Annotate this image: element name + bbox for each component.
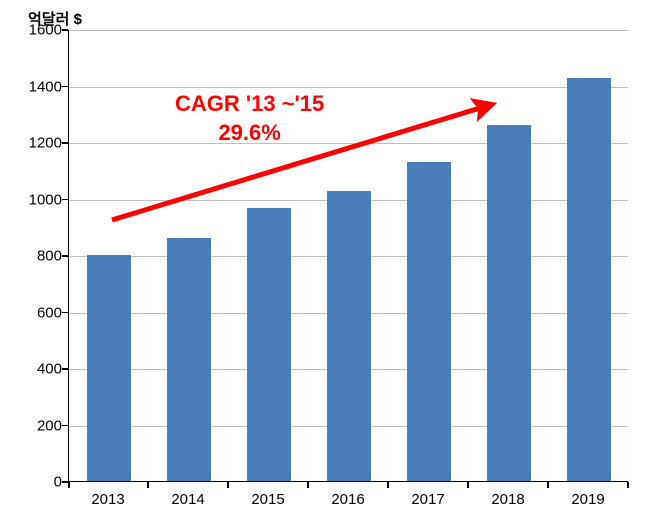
x-tick-mark bbox=[627, 482, 629, 488]
x-tick-mark bbox=[307, 482, 309, 488]
y-tick-label: 1000 bbox=[29, 191, 62, 208]
gridline bbox=[69, 87, 628, 88]
bar bbox=[327, 191, 371, 481]
y-tick-mark bbox=[62, 199, 68, 201]
gridline bbox=[69, 30, 628, 31]
x-tick-mark bbox=[147, 482, 149, 488]
y-tick-label: 1200 bbox=[29, 135, 62, 152]
y-tick-label: 1400 bbox=[29, 78, 62, 95]
y-tick-label: 0 bbox=[54, 474, 62, 491]
x-tick-label: 2018 bbox=[491, 491, 524, 508]
plot-area bbox=[68, 30, 628, 482]
annotation-line2: 29.6% bbox=[175, 119, 324, 148]
x-tick-mark bbox=[68, 482, 70, 488]
y-tick-label: 600 bbox=[37, 304, 62, 321]
x-tick-label: 2017 bbox=[411, 491, 444, 508]
gridline bbox=[69, 143, 628, 144]
y-tick-mark bbox=[62, 86, 68, 88]
bar bbox=[567, 78, 611, 481]
y-tick-label: 200 bbox=[37, 417, 62, 434]
x-tick-label: 2015 bbox=[251, 491, 284, 508]
y-tick-mark bbox=[62, 255, 68, 257]
y-tick-mark bbox=[62, 368, 68, 370]
y-tick-label: 800 bbox=[37, 248, 62, 265]
y-tick-mark bbox=[62, 142, 68, 144]
x-tick-label: 2013 bbox=[91, 491, 124, 508]
bar bbox=[407, 162, 451, 481]
bar bbox=[167, 238, 211, 481]
y-tick-mark bbox=[62, 425, 68, 427]
x-tick-label: 2014 bbox=[171, 491, 204, 508]
y-tick-label: 1600 bbox=[29, 22, 62, 39]
x-tick-label: 2019 bbox=[571, 491, 604, 508]
x-tick-mark bbox=[227, 482, 229, 488]
x-tick-mark bbox=[467, 482, 469, 488]
bar bbox=[87, 255, 131, 481]
cagr-annotation: CAGR '13 ~'15 29.6% bbox=[175, 90, 324, 147]
x-tick-mark bbox=[547, 482, 549, 488]
bar bbox=[487, 125, 531, 481]
x-tick-mark bbox=[387, 482, 389, 488]
x-tick-label: 2016 bbox=[331, 491, 364, 508]
y-tick-mark bbox=[62, 29, 68, 31]
y-tick-mark bbox=[62, 312, 68, 314]
chart-container: 억달러 $ CAGR '13 ~'15 29.6% 02004006008001… bbox=[0, 0, 652, 518]
y-tick-label: 400 bbox=[37, 361, 62, 378]
annotation-line1: CAGR '13 ~'15 bbox=[175, 90, 324, 119]
bar bbox=[247, 208, 291, 481]
